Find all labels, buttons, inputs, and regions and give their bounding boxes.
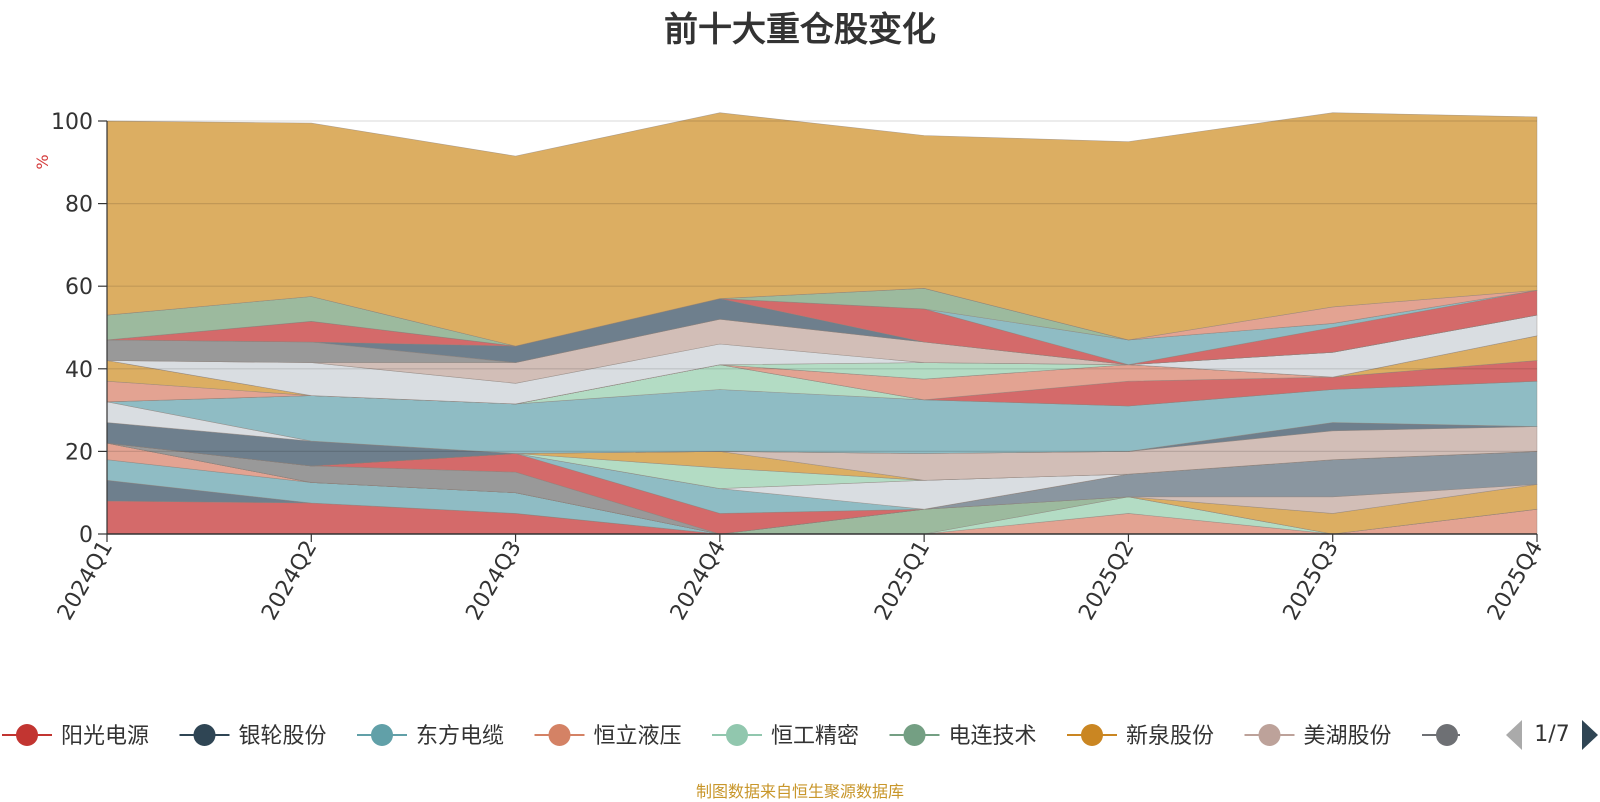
legend-item-4[interactable]: 恒工精密 — [712, 724, 859, 749]
y-tick-label-3: 60 — [65, 275, 93, 300]
legend: 阳光电源 银轮股份 东方电缆 恒立液压 恒工精密 电连技术 新泉股份 美湖股份 三 — [2, 724, 1503, 749]
legend-item-2[interactable]: 东方电缆 — [357, 724, 504, 749]
x-tick-label-4: 2025Q1 — [870, 537, 935, 625]
data-source-note: 制图数据来自恒生聚源数据库 — [695, 782, 904, 801]
area-series-group — [106, 112, 1538, 535]
x-tick-label-6: 2025Q3 — [1279, 537, 1344, 625]
legend-pager: 1/7 — [1506, 720, 1598, 750]
legend-marker-icon-8 — [1436, 724, 1458, 746]
x-tick-label-5: 2025Q2 — [1074, 537, 1139, 625]
x-tick-label-2: 2024Q3 — [461, 537, 526, 625]
y-tick-label-4: 80 — [65, 193, 93, 218]
legend-marker-icon-5 — [903, 724, 926, 746]
x-tick-label-3: 2024Q4 — [666, 537, 731, 625]
legend-item-5[interactable]: 电连技术 — [889, 724, 1037, 749]
y-tick-label-5: 100 — [51, 110, 93, 135]
legend-item-7[interactable]: 美湖股份 — [1244, 724, 1392, 749]
legend-next-arrow-icon[interactable] — [1582, 720, 1598, 750]
legend-label-6: 新泉股份 — [1126, 724, 1214, 749]
legend-marker-icon-1 — [193, 724, 216, 746]
legend-item-0[interactable]: 阳光电源 — [2, 724, 149, 749]
legend-item-3[interactable]: 恒立液压 — [534, 724, 682, 749]
legend-label-8: 三 — [1481, 724, 1503, 749]
legend-page-indicator: 1/7 — [1534, 722, 1569, 747]
legend-marker-icon-3 — [548, 724, 571, 746]
y-axis: 0 20 40 60 80 100 — [51, 110, 108, 548]
legend-marker-icon-6 — [1081, 724, 1103, 746]
x-tick-label-0: 2024Q1 — [53, 537, 118, 625]
y-axis-unit-label: % — [33, 154, 52, 169]
legend-item-6[interactable]: 新泉股份 — [1067, 724, 1214, 749]
legend-item-8[interactable]: 三 — [1422, 724, 1503, 749]
legend-label-3: 恒立液压 — [594, 724, 682, 749]
legend-prev-arrow-icon[interactable] — [1506, 720, 1522, 750]
y-tick-label-0: 0 — [79, 523, 93, 548]
legend-label-1: 银轮股份 — [239, 724, 327, 749]
legend-marker-icon-2 — [371, 724, 393, 746]
x-axis: 2024Q1 2024Q2 2024Q3 2024Q4 2025Q1 2025Q2 2025… — [53, 533, 1548, 625]
legend-marker-icon-4 — [726, 724, 748, 746]
chart-title: 前十大重仓股变化 — [664, 10, 936, 50]
area-series-32 — [106, 112, 1538, 347]
legend-label-0: 阳光电源 — [61, 724, 149, 749]
legend-label-5: 电连技术 — [949, 724, 1037, 749]
legend-marker-icon-0 — [16, 724, 38, 746]
legend-label-2: 东方电缆 — [416, 724, 504, 749]
x-tick-label-7: 2025Q4 — [1483, 537, 1548, 625]
legend-item-1[interactable]: 银轮股份 — [179, 724, 327, 749]
y-tick-label-2: 40 — [65, 358, 93, 383]
legend-label-4: 恒工精密 — [771, 724, 859, 749]
legend-marker-icon-7 — [1258, 724, 1281, 746]
x-tick-label-1: 2024Q2 — [257, 537, 322, 625]
legend-label-7: 美湖股份 — [1304, 724, 1392, 749]
gridlines — [107, 120, 1537, 452]
y-tick-label-1: 20 — [65, 440, 93, 465]
